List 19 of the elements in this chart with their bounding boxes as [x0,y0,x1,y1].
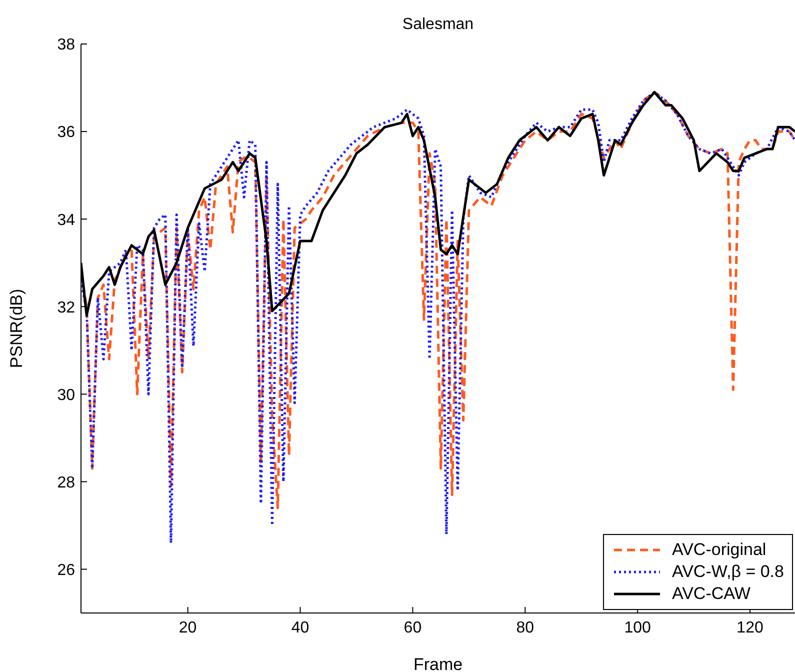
y-tick-label: 30 [57,386,76,404]
x-tick-label: 120 [736,619,764,636]
x-tick-label: 40 [291,619,310,636]
x-tick-label: 100 [624,619,652,636]
x-tick-label: 60 [404,619,422,636]
x-tick-label: 80 [516,619,534,636]
y-axis-title: PSNR(dB) [7,288,26,368]
legend-label: AVC-W,β = 0.8 [672,562,784,582]
y-tick-label: 34 [57,212,76,229]
x-tick-label: 20 [178,619,197,636]
y-tick-label: 32 [57,299,76,316]
x-axis-title: Frame [413,655,463,672]
legend-label: AVC-CAW [672,584,750,604]
y-tick-label: 38 [57,36,76,54]
y-tick-label: 26 [57,562,76,579]
y-tick-label: 28 [57,474,76,492]
chart-title: Salesman [401,16,475,34]
y-tick-label: 36 [57,124,76,142]
legend-label: AVC-original [672,540,766,560]
